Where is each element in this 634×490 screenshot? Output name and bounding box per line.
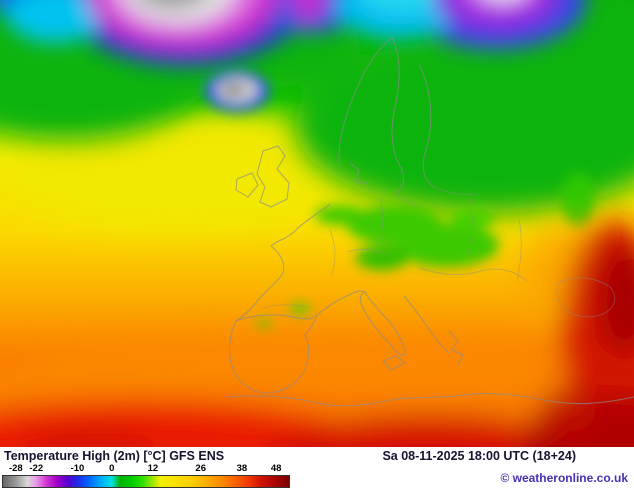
- legend-tick: 26: [195, 463, 207, 474]
- legend-tick: -28: [8, 463, 23, 474]
- legend-tick: 48: [270, 463, 282, 474]
- southern-warm-region: [0, 220, 634, 447]
- temperature-legend: -28 -22 -10 0 12 26 38 48: [2, 464, 290, 489]
- arctic-cold-region: [0, 0, 587, 67]
- atlantic-mild-zone: [5, 117, 355, 233]
- legend-gradient-bar: [2, 475, 290, 488]
- copyright-link[interactable]: © weatheronline.co.uk: [500, 471, 628, 485]
- legend-tick: 12: [147, 463, 159, 474]
- legend-tick: 0: [109, 463, 115, 474]
- map-datetime: Sa 08-11-2025 18:00 UTC (18+24): [382, 449, 576, 463]
- legend-tick: -22: [29, 463, 44, 474]
- legend-tick: 38: [236, 463, 248, 474]
- temperature-map: [0, 0, 634, 447]
- central-europe-green-patches: [255, 172, 594, 328]
- footer-text-row: Temperature High (2m) [°C] GFS ENS Sa 08…: [0, 447, 634, 464]
- country-borders: [262, 186, 616, 318]
- legend-ticks: -28 -22 -10 0 12 26 38 48: [2, 464, 290, 474]
- temperature-field-svg: [0, 0, 634, 447]
- coastline-borders: [227, 37, 634, 407]
- legend-tick: -10: [70, 463, 85, 474]
- map-footer: Temperature High (2m) [°C] GFS ENS Sa 08…: [0, 447, 634, 490]
- map-title: Temperature High (2m) [°C] GFS ENS: [4, 449, 225, 463]
- iceland-cold-spot: [204, 70, 270, 112]
